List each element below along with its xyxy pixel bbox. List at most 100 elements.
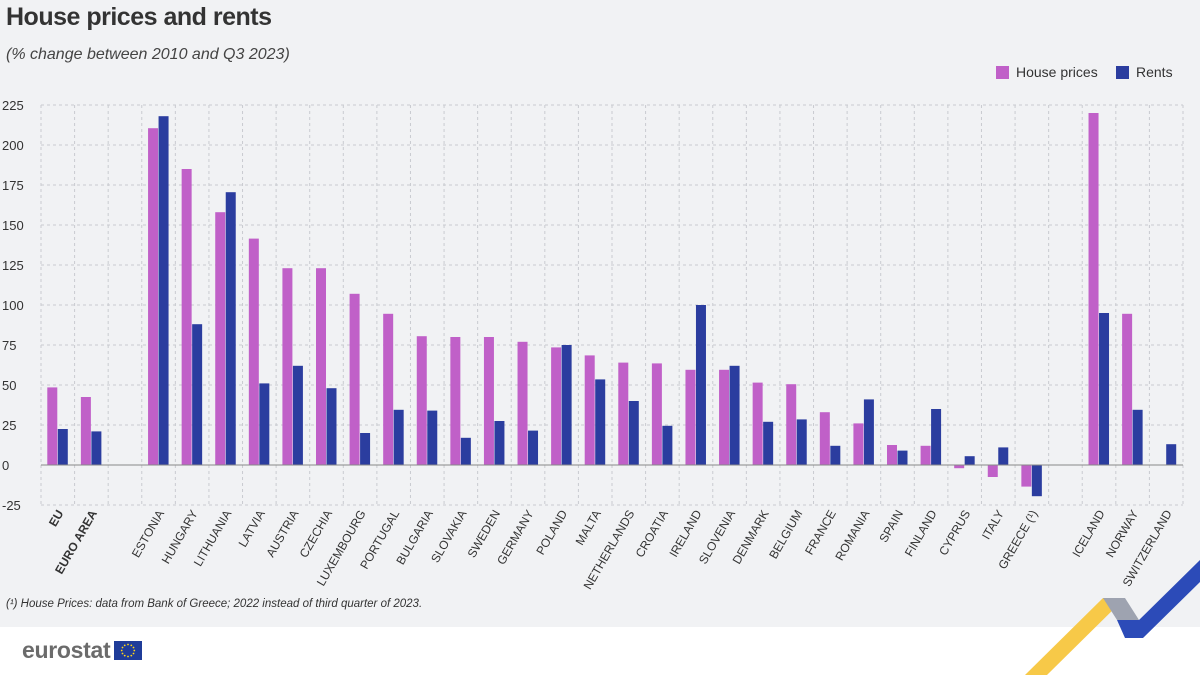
eurostat-logo-text: eurostat [22, 637, 111, 663]
bar-rents-bulgaria [427, 410, 438, 465]
x-tick-label-romania: ROMANIA [832, 508, 872, 564]
bar-house-prices-austria [282, 268, 293, 465]
y-tick-label: 25 [2, 418, 16, 433]
x-tick-label-latvia: LATVIA [236, 508, 268, 550]
bar-rents-estonia [158, 116, 169, 465]
legend-label-house-prices: House prices [1016, 64, 1098, 80]
y-tick-label: 75 [2, 338, 16, 353]
y-tick-label: 0 [2, 458, 9, 473]
x-tick-label-czechia: CZECHIA [297, 508, 335, 561]
bar-house-prices-latvia [248, 238, 259, 465]
y-tick-label: 100 [2, 298, 24, 313]
bar-house-prices-eu [47, 387, 58, 465]
x-tick-label-ireland: IRELAND [666, 507, 704, 559]
y-tick-label: 200 [2, 138, 24, 153]
bar-rents-croatia [662, 425, 673, 465]
bar-rents-euro-area [91, 431, 102, 465]
bar-rents-cyprus [964, 456, 975, 465]
bar-rents-italy [998, 447, 1009, 465]
bar-house-prices-iceland [1088, 113, 1099, 465]
bar-rents-iceland [1099, 313, 1110, 465]
decorative-corner-stripes [1025, 560, 1200, 675]
bar-house-prices-lithuania [215, 212, 226, 465]
bar-rents-france [830, 445, 841, 465]
bar-house-prices-greece [1021, 465, 1032, 487]
bar-rents-luxembourg [360, 433, 371, 465]
y-tick-label: 150 [2, 218, 24, 233]
bar-house-prices-euro-area [80, 397, 91, 465]
bar-house-prices-portugal [383, 313, 394, 465]
x-tick-label-france: FRANCE [802, 508, 839, 558]
x-tick-label-eu: EU [46, 508, 66, 529]
bar-rents-latvia [259, 383, 270, 465]
bar-rents-finland [931, 409, 942, 465]
x-tick-label-belgium: BELGIUM [766, 508, 805, 562]
eu-flag-icon [114, 641, 143, 660]
bar-house-prices-germany [517, 341, 528, 465]
legend-item-house-prices: House prices [996, 63, 1098, 81]
chart-subtitle: (% change between 2010 and Q3 2023) [6, 46, 290, 63]
legend-swatch-house-prices [996, 65, 1009, 79]
bar-rents-hungary [192, 324, 203, 465]
bar-house-prices-sweden [483, 337, 494, 465]
x-tick-label-poland: POLAND [533, 507, 570, 557]
bar-rents-norway [1132, 409, 1143, 465]
bar-house-prices-poland [551, 347, 562, 465]
bar-house-prices-czechia [316, 268, 326, 465]
y-tick-label: 125 [2, 258, 24, 273]
bar-rents-austria [292, 365, 303, 465]
bar-house-prices-malta [584, 355, 595, 465]
x-tick-label-malta: MALTA [573, 508, 604, 548]
bar-rents-netherlands [628, 401, 639, 465]
x-tick-label-austria: AUSTRIA [263, 508, 301, 560]
bar-rents-malta [595, 379, 606, 465]
bar-house-prices-slovenia [719, 369, 730, 465]
bar-house-prices-netherlands [618, 362, 629, 465]
x-tick-label-croatia: CROATIA [633, 508, 671, 560]
y-tick-label: 175 [2, 178, 24, 193]
bar-house-prices-spain [887, 445, 897, 465]
bar-house-prices-ireland [685, 369, 696, 465]
bar-house-prices-romania [853, 423, 864, 465]
bar-house-prices-denmark [752, 382, 763, 465]
y-tick-label: 225 [2, 98, 24, 113]
x-tick-label-finland: FINLAND [902, 507, 940, 559]
bar-house-prices-belgium [786, 384, 797, 465]
bar-rents-belgium [796, 419, 807, 465]
bar-house-prices-norway [1122, 313, 1133, 465]
x-tick-label-iceland: ICELAND [1069, 507, 1107, 559]
bar-house-prices-bulgaria [416, 336, 427, 465]
chart-title: House prices and rents [6, 3, 272, 31]
x-tick-label-spain: SPAIN [876, 508, 906, 545]
x-tick-label-italy: ITALY [979, 507, 1007, 541]
legend-item-rents: Rents [1116, 63, 1173, 81]
bar-rents-eu [57, 429, 68, 465]
bar-rents-greece [1031, 465, 1042, 497]
bar-rents-slovenia [729, 365, 740, 465]
bar-house-prices-france [819, 412, 830, 465]
bar-house-prices-italy [987, 465, 998, 477]
bar-house-prices-croatia [651, 363, 662, 465]
bar-house-prices-finland [920, 445, 931, 465]
bar-rents-denmark [763, 421, 774, 465]
y-tick-label: 50 [2, 378, 16, 393]
bar-rents-switzerland [1166, 444, 1177, 465]
bar-house-prices-estonia [148, 128, 159, 465]
bar-rents-portugal [393, 409, 404, 465]
eurostat-logo: eurostat [22, 637, 143, 664]
bar-rents-ireland [695, 305, 706, 465]
bar-rents-czechia [326, 388, 337, 465]
bar-house-prices-slovakia [450, 337, 461, 465]
bar-rents-romania [863, 399, 874, 465]
x-tick-label-estonia: ESTONIA [129, 508, 167, 560]
y-tick-label: -25 [2, 498, 21, 513]
bar-rents-sweden [494, 421, 505, 465]
bar-rents-poland [561, 345, 572, 465]
x-tick-label-cyprus: CYPRUS [936, 508, 973, 558]
x-tick-label-sweden: SWEDEN [465, 508, 503, 561]
chart-footnote: (¹) House Prices: data from Bank of Gree… [6, 598, 423, 610]
legend-label-rents: Rents [1136, 64, 1173, 80]
bar-rents-slovakia [460, 437, 471, 465]
bar-house-prices-cyprus [954, 465, 965, 469]
